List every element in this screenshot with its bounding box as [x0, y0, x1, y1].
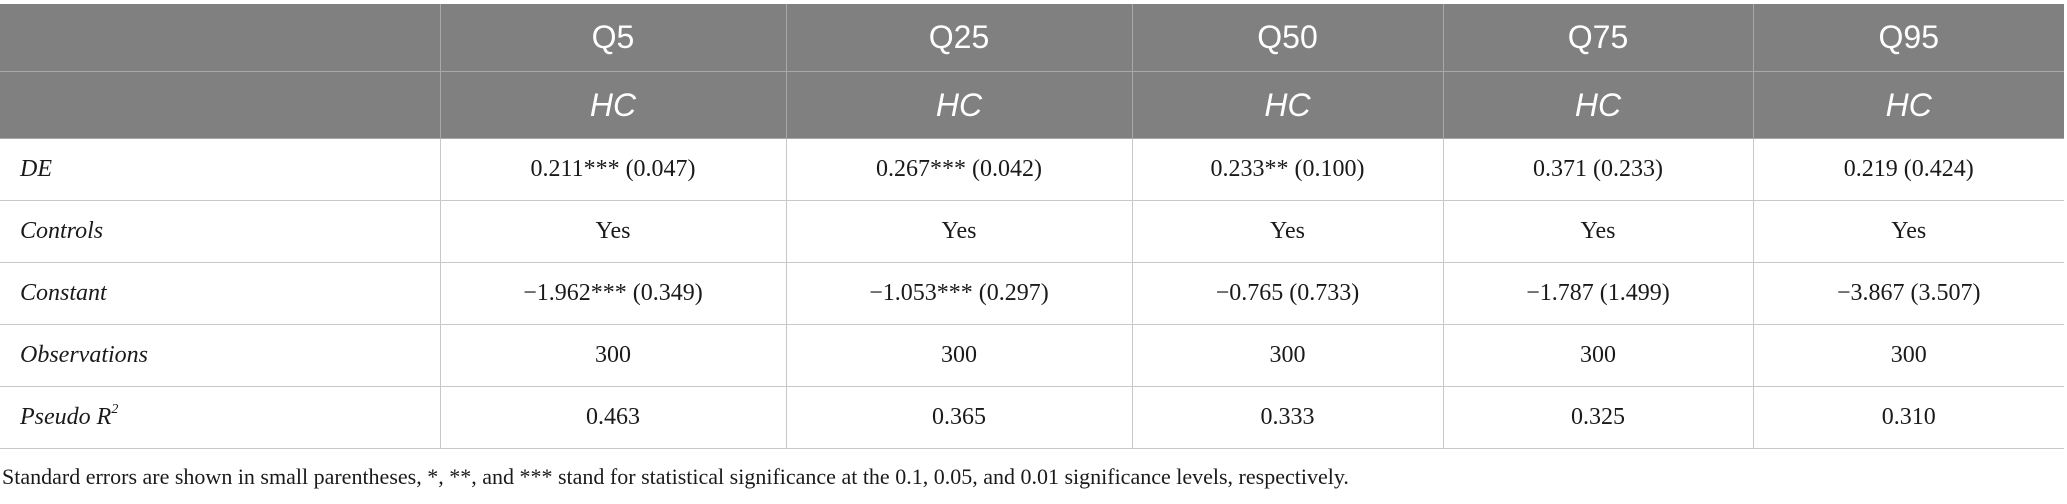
- superscript-two: 2: [111, 402, 119, 417]
- cell-controls-q75: Yes: [1443, 200, 1754, 263]
- header-dep-q25: HC: [786, 71, 1133, 139]
- cell-constant-q25: −1.053*** (0.297): [786, 262, 1133, 325]
- row-label-pseudo-r-text: Pseudo R: [20, 404, 112, 430]
- cell-controls-q95: Yes: [1753, 200, 2064, 263]
- cell-controls-q25: Yes: [786, 200, 1133, 263]
- cell-controls-q50: Yes: [1132, 200, 1444, 263]
- cell-observations-q50: 300: [1132, 324, 1444, 387]
- row-label-de: DE: [0, 138, 441, 201]
- cell-de-q5: 0.211*** (0.047): [440, 138, 787, 201]
- header-q25: Q25: [786, 4, 1133, 72]
- header-q5: Q5: [440, 4, 787, 72]
- row-label-observations: Observations: [0, 324, 441, 387]
- table-row-de: DE 0.211*** (0.047) 0.267*** (0.042) 0.2…: [0, 138, 2064, 201]
- header-dep-q5: HC: [440, 71, 787, 139]
- cell-observations-q75: 300: [1443, 324, 1754, 387]
- cell-pseudo-r2-q5: 0.463: [440, 386, 787, 449]
- header-q95: Q95: [1753, 4, 2064, 72]
- cell-controls-q5: Yes: [440, 200, 787, 263]
- cell-de-q50: 0.233** (0.100): [1132, 138, 1444, 201]
- cell-de-q75: 0.371 (0.233): [1443, 138, 1754, 201]
- header-dep-q95: HC: [1753, 71, 2064, 139]
- cell-de-q25: 0.267*** (0.042): [786, 138, 1133, 201]
- cell-de-q95: 0.219 (0.424): [1753, 138, 2064, 201]
- header-corner-cell: [0, 4, 441, 72]
- cell-constant-q75: −1.787 (1.499): [1443, 262, 1754, 325]
- header-row-dependent: HC HC HC HC HC: [0, 71, 2064, 139]
- header-row-quantiles: Q5 Q25 Q50 Q75 Q95: [0, 4, 2064, 72]
- table-row-constant: Constant −1.962*** (0.349) −1.053*** (0.…: [0, 262, 2064, 325]
- header-dep-q50: HC: [1132, 71, 1444, 139]
- table-footnote: Standard errors are shown in small paren…: [2, 464, 1349, 489]
- table-row-pseudo-r2: Pseudo R2 0.463 0.365 0.333 0.325 0.310: [0, 386, 2064, 449]
- table-row-observations: Observations 300 300 300 300 300: [0, 324, 2064, 387]
- cell-pseudo-r2-q95: 0.310: [1753, 386, 2064, 449]
- cell-constant-q95: −3.867 (3.507): [1753, 262, 2064, 325]
- row-label-controls: Controls: [0, 200, 441, 263]
- header-dep-q75: HC: [1443, 71, 1754, 139]
- cell-constant-q50: −0.765 (0.733): [1132, 262, 1444, 325]
- regression-table-container: Q5 Q25 Q50 Q75 Q95 HC HC HC HC HC DE 0.2…: [0, 4, 2064, 449]
- cell-observations-q5: 300: [440, 324, 787, 387]
- cell-constant-q5: −1.962*** (0.349): [440, 262, 787, 325]
- header-q75: Q75: [1443, 4, 1754, 72]
- header-q50: Q50: [1132, 4, 1444, 72]
- header-corner-cell-2: [0, 71, 441, 139]
- cell-pseudo-r2-q25: 0.365: [786, 386, 1133, 449]
- cell-pseudo-r2-q75: 0.325: [1443, 386, 1754, 449]
- row-label-pseudo-r2: Pseudo R2: [0, 386, 441, 449]
- cell-observations-q95: 300: [1753, 324, 2064, 387]
- row-label-constant: Constant: [0, 262, 441, 325]
- table-row-controls: Controls Yes Yes Yes Yes Yes: [0, 200, 2064, 263]
- quantile-regression-table: Q5 Q25 Q50 Q75 Q95 HC HC HC HC HC DE 0.2…: [0, 4, 2064, 449]
- cell-observations-q25: 300: [786, 324, 1133, 387]
- cell-pseudo-r2-q50: 0.333: [1132, 386, 1444, 449]
